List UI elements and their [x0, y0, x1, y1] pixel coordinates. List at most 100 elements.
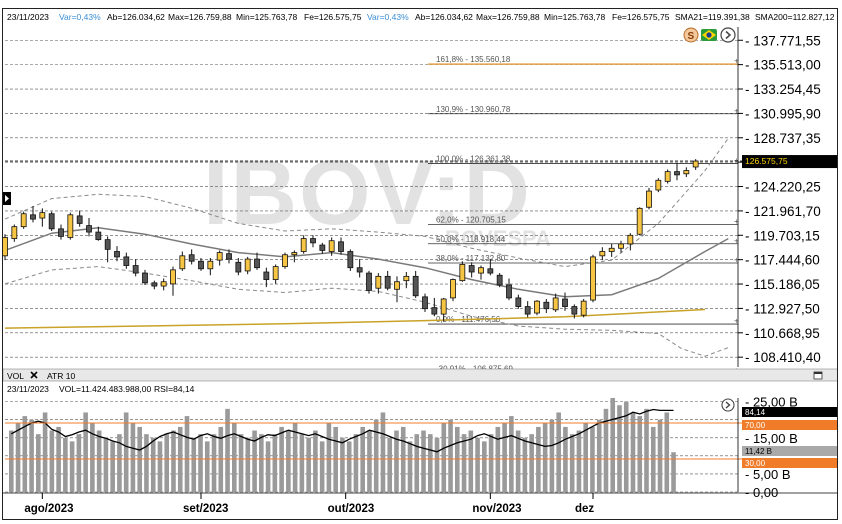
volume-bar [461, 434, 467, 492]
volume-bar [373, 419, 379, 492]
candle-body [487, 268, 494, 274]
candle-body [104, 239, 111, 250]
candle-body [319, 244, 326, 251]
vol-info-value: VOL=11.424.483.988,00 [59, 384, 152, 394]
candle-body [67, 214, 74, 238]
candle-body [123, 256, 130, 266]
candle-body [86, 225, 92, 233]
header-sma200: SMA200=112.827,12 [755, 12, 835, 22]
watermark-sub: BOVESPA [445, 226, 551, 251]
header-open: Ab=126.034,62 [107, 12, 165, 22]
volume-bar [191, 437, 197, 492]
volume-bar [623, 401, 629, 492]
candle-body [263, 271, 270, 280]
tab-atr[interactable]: ATR 10 [47, 371, 75, 381]
brazil-flag-icon[interactable] [701, 29, 717, 41]
volume-bar [150, 437, 156, 492]
volume-tick-label: - 0,00 [745, 485, 778, 500]
last-price-text: 126.575,75 [745, 156, 788, 166]
candle-body [403, 275, 410, 282]
expand-arrow-icon[interactable] [3, 192, 11, 205]
volume-bar [630, 412, 636, 492]
volume-bar [184, 416, 190, 492]
price-tick-label: - 119.703,15 [745, 228, 820, 243]
candle-body [310, 238, 316, 244]
volume-tick-label: - 25,00 B [745, 395, 798, 410]
candle-body [254, 258, 260, 269]
volume-bar [610, 398, 616, 492]
volume-bar [49, 430, 55, 492]
candle-body [506, 284, 512, 299]
candle-body [356, 267, 363, 273]
volume-bar [569, 434, 575, 492]
candle-body [496, 274, 503, 286]
volume-bar [617, 405, 622, 492]
fib-level-label: 100,0% - 126.361,38 [436, 154, 511, 163]
series-sma21 [4, 227, 729, 298]
rsi-badge: 84,14 [745, 408, 766, 417]
vol-info-rsi: RSI=84,14 [154, 384, 195, 394]
candle-body [160, 281, 167, 287]
volume-bar [414, 434, 420, 492]
vol-forward-icon[interactable] [721, 398, 735, 412]
volume-bar [225, 408, 230, 492]
volume-bar [90, 423, 95, 492]
volume-bar [265, 441, 271, 492]
volume-bar [488, 434, 494, 492]
candle-body [226, 253, 232, 260]
volume-bar [164, 434, 170, 492]
candle-body [114, 251, 120, 258]
volume-bar [367, 430, 372, 492]
volume-bar [596, 419, 602, 492]
price-tick-label: - 108.410,40 [745, 350, 821, 365]
price-tick-label: - 128.737,35 [745, 131, 821, 146]
volume-bar [340, 437, 345, 492]
volume-bar [515, 430, 521, 492]
candle-body [412, 275, 419, 297]
price-tick-label: - 121.961,70 [745, 204, 821, 219]
volume-bar [502, 423, 507, 492]
candle-body [683, 170, 690, 175]
volume-bar [42, 412, 48, 492]
forward-arrow-icon[interactable] [720, 27, 736, 43]
rsi-line [10, 408, 674, 453]
candle-body [580, 300, 587, 316]
volume-bar [434, 437, 440, 492]
volume-bar [117, 434, 122, 492]
volume-bar [407, 441, 413, 492]
price-axis: - 137.771,55 - 135.513,00 - 133.254,45 - 13… [737, 27, 821, 367]
volume-bar [603, 408, 609, 492]
volume-bar [238, 434, 244, 492]
candle-body [198, 260, 204, 270]
volume-bar [157, 441, 163, 492]
close-tab-icon[interactable] [30, 371, 38, 379]
candle-body [207, 260, 214, 270]
candle-body [627, 234, 634, 245]
time-label: dez [575, 503, 594, 515]
candle-body [347, 251, 354, 269]
fib-marker: + [734, 106, 739, 115]
s-circle-icon[interactable]: S [683, 27, 699, 43]
candle-body [30, 214, 36, 220]
time-label: out/2023 [328, 503, 375, 515]
fib-marker: + [734, 57, 739, 66]
candle-body [58, 228, 64, 237]
candle-body [384, 275, 391, 289]
tab-vol[interactable]: VOL [7, 371, 24, 381]
maximize-panel-icon[interactable] [813, 371, 823, 380]
candle-body [664, 171, 671, 182]
candle-body [142, 272, 148, 284]
header-open-2: Ab=126.034,62 [415, 12, 473, 22]
time-label: nov/2023 [472, 503, 521, 515]
candle-body [636, 207, 643, 235]
volume-bar [171, 430, 176, 492]
price-tick-label: - 115.186,05 [745, 277, 820, 292]
candle-body [216, 252, 223, 261]
volume-bar [306, 437, 311, 492]
fib-marker: + [734, 217, 739, 226]
volume-badges: 84,14 70,00 11,42 B 30,00 [742, 407, 837, 468]
candle-body [515, 297, 522, 307]
volume-bar [448, 419, 453, 492]
rsi-low-badge: 30,00 [745, 459, 766, 468]
candle-body [11, 226, 18, 239]
